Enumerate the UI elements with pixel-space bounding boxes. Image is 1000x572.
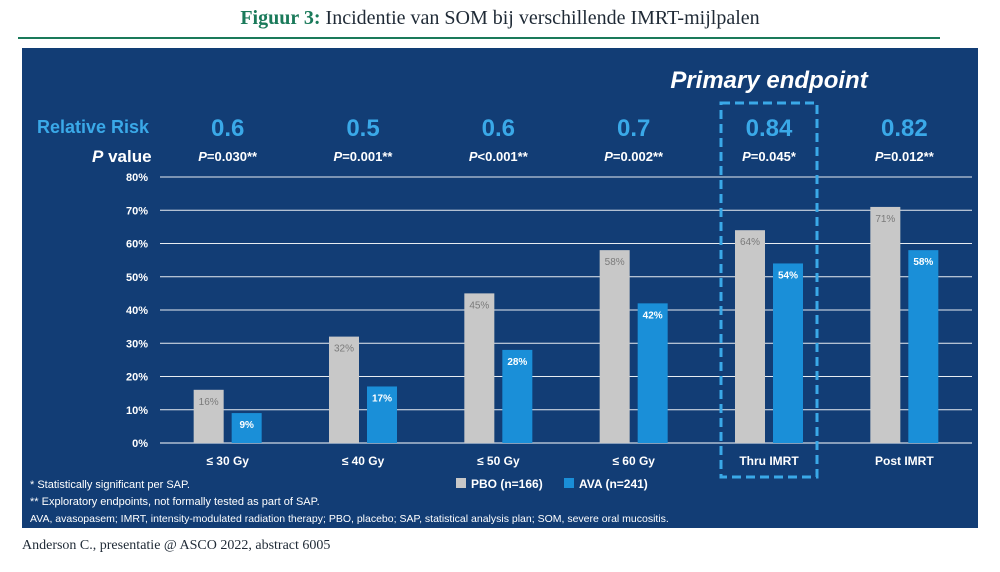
bar-pbo [870,206,901,443]
data-label-pbo: 71% [875,214,895,225]
y-tick-label: 30% [126,338,148,350]
data-label-ava: 9% [239,420,254,431]
primary-endpoint-label: Primary endpoint [670,67,868,94]
bar-pbo [193,389,224,443]
y-tick-label: 40% [126,305,148,317]
x-tick-label: ≤ 40 Gy [342,454,385,468]
x-tick-label: Thru IMRT [739,454,799,468]
footnote: ** Exploratory endpoints, not formally t… [30,496,320,508]
y-tick-label: 80% [126,172,148,184]
relative-risk-value: 0.6 [482,115,515,142]
y-tick-label: 20% [126,372,148,384]
legend-swatch-pbo [456,478,466,488]
data-label-pbo: 32% [334,344,354,355]
p-value: P=0.045* [742,149,797,164]
x-tick-label: ≤ 30 Gy [206,454,249,468]
relative-risk-value: 0.82 [881,115,928,142]
bar-ava [773,263,803,443]
relative-risk-value: 0.84 [746,115,793,142]
bar-pbo [329,336,359,443]
x-tick-label: Post IMRT [875,454,934,468]
relative-risk-value: 0.5 [346,115,379,142]
relative-risk-value: 0.6 [211,115,244,142]
data-label-ava: 58% [913,257,933,268]
data-label-pbo: 58% [605,257,625,268]
relative-risk-label: Relative Risk [37,117,150,137]
x-tick-label: ≤ 50 Gy [477,454,520,468]
p-value: P=0.030** [198,149,258,164]
data-label-pbo: 45% [469,300,489,311]
data-label-pbo: 16% [199,397,219,408]
data-label-pbo: 64% [740,237,760,248]
bar-pbo [735,230,765,443]
bar-ava [502,349,533,443]
p-value: P=0.012** [875,149,935,164]
footnote: * Statistically significant per SAP. [30,479,190,491]
bar-pbo [464,293,495,443]
p-value-label: P value [92,147,152,166]
figure-title: Figuur 3: Incidentie van SOM bij verschi… [0,0,1000,36]
data-label-ava: 17% [372,393,392,404]
relative-risk-value: 0.7 [617,115,650,142]
title-rule [18,37,940,39]
data-label-ava: 42% [643,310,663,321]
bar-ava [637,303,668,443]
data-label-ava: 54% [778,270,798,281]
y-tick-label: 70% [126,205,148,217]
footnote: AVA, avasopasem; IMRT, intensity-modulat… [30,513,669,525]
bar-chart: 0% 10% 20% 30% 40% 50% 60% 70% 80% Primary endpoi… [30,67,972,525]
bar-pbo [599,250,630,443]
bar-ava [231,413,262,443]
y-tick-label: 10% [126,405,148,417]
legend-label-ava: AVA (n=241) [579,477,648,491]
chart-panel: 0% 10% 20% 30% 40% 50% 60% 70% 80% Primary endpoi… [22,48,978,528]
data-label-ava: 28% [507,357,527,368]
bar-ava [908,250,939,443]
figure-label: Figuur 3: [240,7,321,29]
legend-swatch-ava [564,478,574,488]
citation: Anderson C., presentatie @ ASCO 2022, ab… [22,538,331,553]
primary-endpoint-box [719,101,819,479]
y-tick-label: 50% [126,272,148,284]
y-tick-label: 60% [126,239,148,251]
p-value: P=0.002** [604,149,664,164]
p-value: P<0.001** [469,149,529,164]
bar-ava [367,386,397,443]
figure-title-text: Incidentie van SOM bij verschillende IMR… [325,7,760,29]
legend-label-pbo: PBO (n=166) [471,477,543,491]
y-tick-label: 0% [132,438,148,450]
p-value: P=0.001** [334,149,394,164]
x-tick-label: ≤ 60 Gy [612,454,655,468]
